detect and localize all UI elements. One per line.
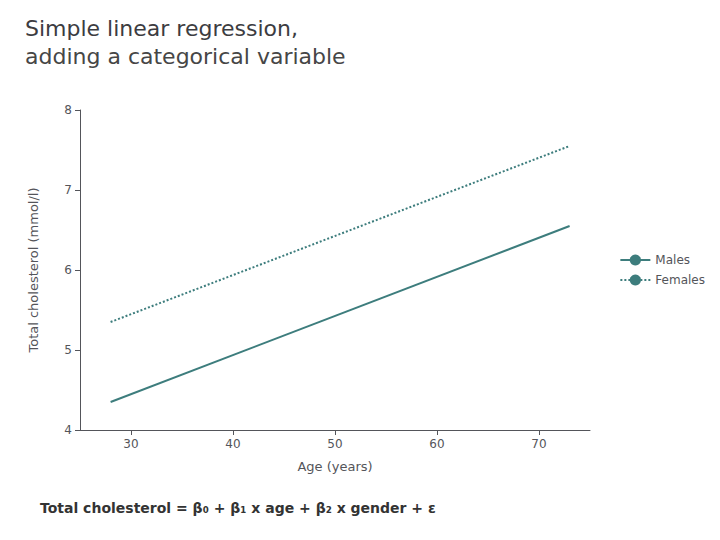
svg-text:8: 8 xyxy=(64,103,72,117)
svg-text:Females: Females xyxy=(655,273,705,287)
svg-text:30: 30 xyxy=(123,437,138,451)
svg-text:Simple linear regression,: Simple linear regression, xyxy=(25,16,298,41)
svg-text:5: 5 xyxy=(64,343,72,357)
svg-text:60: 60 xyxy=(429,437,444,451)
svg-text:4: 4 xyxy=(64,423,72,437)
svg-text:Total cholesterol (mmol/l): Total cholesterol (mmol/l) xyxy=(26,187,41,353)
svg-text:7: 7 xyxy=(64,183,72,197)
svg-text:Total cholesterol = β₀ + β₁ x: Total cholesterol = β₀ + β₁ x age + β₂ x… xyxy=(40,500,436,516)
svg-text:adding a categorical variable: adding a categorical variable xyxy=(25,44,346,69)
svg-text:40: 40 xyxy=(225,437,240,451)
svg-text:50: 50 xyxy=(327,437,342,451)
svg-text:Males: Males xyxy=(655,253,690,267)
svg-text:6: 6 xyxy=(64,263,72,277)
svg-text:70: 70 xyxy=(531,437,546,451)
svg-text:Age (years): Age (years) xyxy=(297,459,372,474)
